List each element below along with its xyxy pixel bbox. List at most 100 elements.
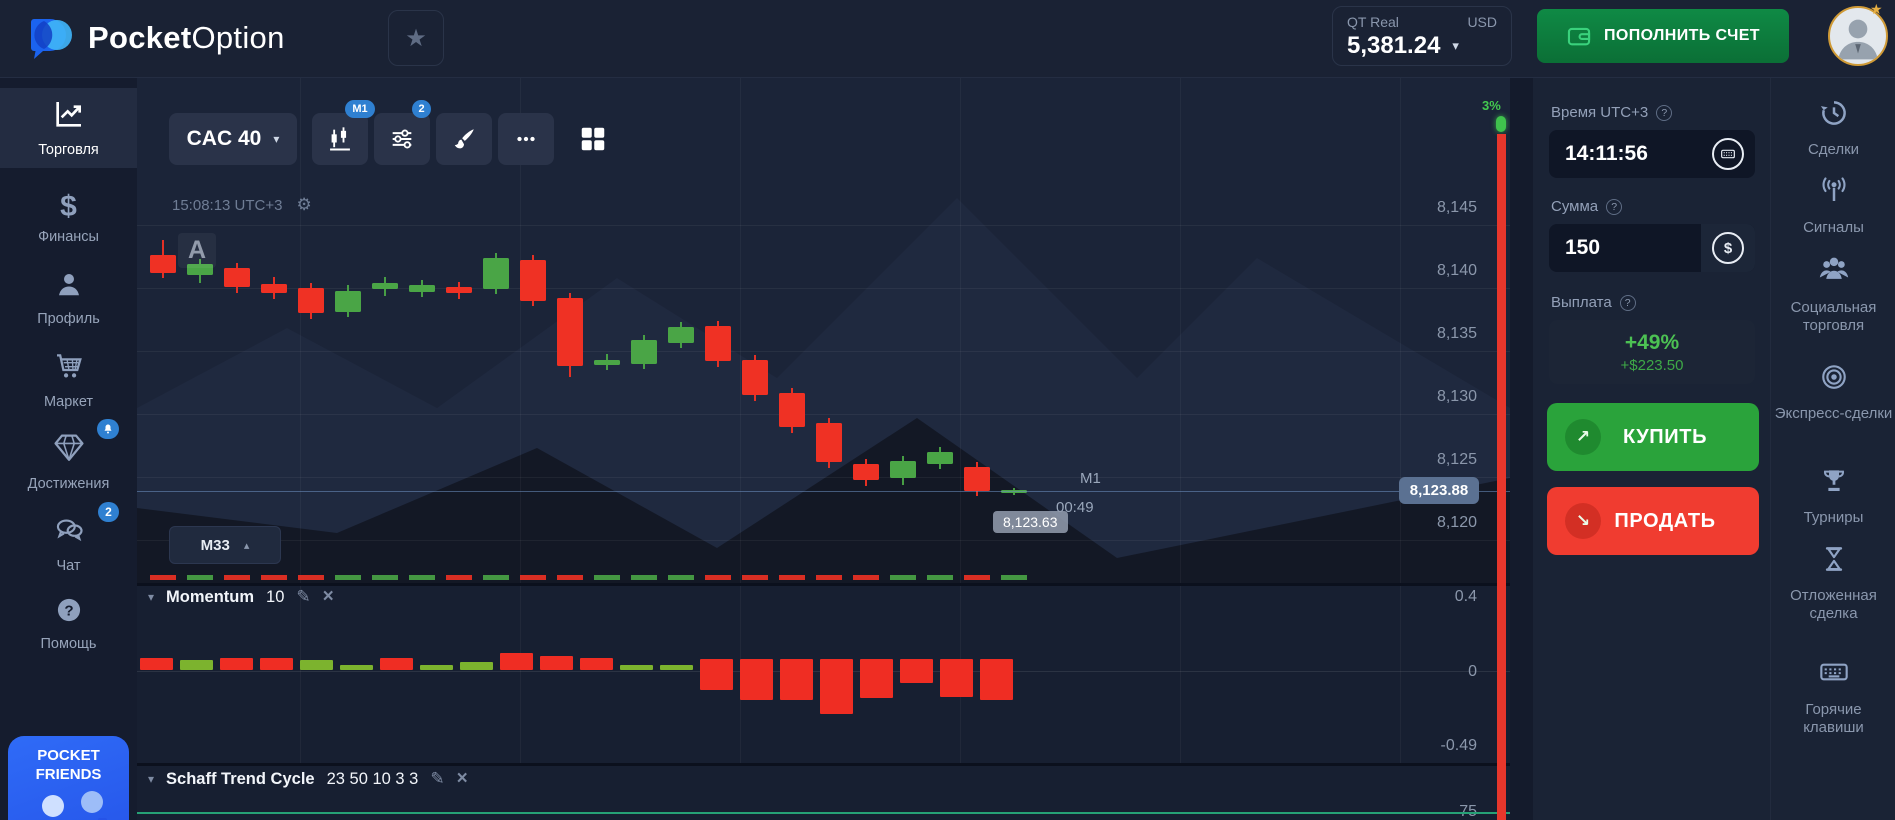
indicators-button[interactable] <box>374 113 430 165</box>
sidebar-item-help[interactable]: ? Помощь <box>0 584 137 664</box>
pane-divider[interactable] <box>137 763 1510 766</box>
pocket-friends-banner[interactable]: POCKET FRIENDS <box>8 736 129 820</box>
payout-help-icon[interactable]: ? <box>1619 294 1636 311</box>
sidebar-item-chat[interactable]: Чат 2 <box>0 502 137 584</box>
expiration-time-input[interactable]: 14:11:56 <box>1549 130 1755 178</box>
pending-icon <box>1819 544 1849 579</box>
candle-body <box>187 264 213 276</box>
momentum-bar <box>700 659 733 690</box>
keyboard-icon <box>1712 138 1744 170</box>
sidebar-item-market[interactable]: Маркет <box>0 340 137 420</box>
right-sidebar-item-signals[interactable]: Сигналы <box>1771 176 1895 237</box>
amount-input[interactable]: 150 $ <box>1549 224 1755 272</box>
sell-button[interactable]: ↘ ПРОДАТЬ <box>1547 487 1759 555</box>
price-tick: 8,140 <box>1436 262 1477 279</box>
brush-icon <box>454 129 474 149</box>
price-tick: 8,130 <box>1436 388 1477 405</box>
sell-arrow-icon: ↘ <box>1565 503 1601 539</box>
chart-clock-row: 15:08:13 UTC+3 ⚙ <box>172 195 312 215</box>
sentiment-gauge-buyers[interactable] <box>1496 116 1506 132</box>
chart-settings-gear-icon[interactable]: ⚙ <box>296 195 312 214</box>
wallet-icon <box>1567 27 1591 46</box>
remove-indicator-icon[interactable]: × <box>322 586 334 607</box>
candle-body <box>890 460 916 479</box>
time-input-mode[interactable] <box>1701 130 1755 178</box>
pane-edge-tick <box>483 575 509 580</box>
time-help-icon[interactable]: ? <box>1656 104 1673 121</box>
momentum-bar <box>660 664 693 670</box>
brand-logo-icon[interactable] <box>26 13 78 65</box>
indicators-count-badge: 2 <box>412 100 431 118</box>
deposit-button-label: ПОПОЛНИТЬ СЧЕТ <box>1604 27 1760 44</box>
top-bar: PocketOption ★ QT Real USD 5,381.24 ▾ ПО… <box>0 0 1895 78</box>
edit-indicator-icon[interactable]: ✎ <box>296 587 311 606</box>
pane-divider[interactable] <box>137 583 1510 586</box>
collapse-caret-icon[interactable]: ▾ <box>148 590 155 604</box>
pane-button-label: M33 <box>200 536 230 554</box>
panel-gap <box>1510 78 1533 820</box>
banner-line2: FRIENDS <box>35 766 102 783</box>
pane-edge-tick <box>668 575 694 580</box>
remove-indicator-icon[interactable]: × <box>456 768 468 789</box>
current-price-line <box>137 491 1510 492</box>
account-caret-icon[interactable]: ▾ <box>1452 38 1459 53</box>
candle-body <box>298 288 324 314</box>
amount-currency-toggle[interactable]: $ <box>1701 224 1755 272</box>
momentum-bar <box>940 659 973 697</box>
candle-body <box>742 359 768 396</box>
right-sidebar-item-pending[interactable]: Отложенная сделка <box>1771 544 1895 623</box>
right-sidebar-item-history[interactable]: Сделки <box>1771 98 1895 159</box>
sidebar-item-profile[interactable]: Профиль <box>0 258 137 338</box>
h-gridline <box>137 288 1510 289</box>
pane-timeframe-button[interactable]: M33 ▴ <box>169 526 281 564</box>
sidebar-item-trade[interactable]: Торговля <box>0 88 137 168</box>
account-type-label: QT Real <box>1347 14 1399 30</box>
asset-selector[interactable]: CAC 40 ▾ <box>169 113 297 165</box>
right-sidebar-item-social[interactable]: Социальная торговля <box>1771 252 1895 335</box>
asset-name: CAC 40 <box>186 127 262 150</box>
right-sidebar-item-label: Сигналы <box>1803 219 1864 236</box>
h-gridline <box>137 540 1510 541</box>
candle-body <box>779 392 805 427</box>
momentum-title: Momentum <box>166 587 255 606</box>
sentiment-percent: 3% <box>1482 98 1501 113</box>
candle-body <box>927 451 953 465</box>
pane-edge-tick <box>150 575 176 580</box>
buy-arrow-icon: ↗ <box>1565 419 1601 455</box>
tournaments-icon <box>1819 466 1849 501</box>
edit-indicator-icon[interactable]: ✎ <box>430 769 445 788</box>
sidebar-item-label: Торговля <box>38 142 99 158</box>
drawing-tools-button[interactable] <box>436 113 492 165</box>
right-sidebar-item-express[interactable]: Экспресс-сделки <box>1771 362 1895 423</box>
pane-edge-tick <box>557 575 583 580</box>
momentum-bar <box>220 658 253 670</box>
sidebar-item-label: Маркет <box>43 394 94 410</box>
pane-edge-tick <box>853 575 879 580</box>
candle-body <box>483 257 509 290</box>
banner-line1: POCKET <box>37 747 100 764</box>
layout-grid-button[interactable] <box>565 113 621 165</box>
deposit-button[interactable]: ПОПОЛНИТЬ СЧЕТ <box>1537 9 1789 63</box>
profile-icon <box>54 269 84 304</box>
sidebar-item-achievements[interactable]: Достижения <box>0 419 137 501</box>
amount-help-icon[interactable]: ? <box>1606 198 1623 215</box>
chat-icon <box>53 514 85 551</box>
right-sidebar-item-hotkeys[interactable]: Горячие клавиши <box>1771 656 1895 737</box>
account-balance-box[interactable]: QT Real USD 5,381.24 ▾ <box>1332 6 1512 66</box>
sidebar-item-label: Достижения <box>27 476 110 492</box>
sidebar-item-finance[interactable]: $ Финансы <box>0 178 137 258</box>
momentum-tick: -0.49 <box>1440 737 1477 754</box>
sentiment-gauge-sellers[interactable] <box>1497 134 1506 820</box>
buy-button[interactable]: ↗ КУПИТЬ <box>1547 403 1759 471</box>
chart-type-button[interactable] <box>312 113 368 165</box>
brand-name[interactable]: PocketOption <box>88 20 285 56</box>
collapse-caret-icon[interactable]: ▾ <box>148 772 155 786</box>
pane-edge-tick <box>335 575 361 580</box>
svg-text:?: ? <box>64 602 73 619</box>
chart-area[interactable]: CAC 40 ▾ M1 2 <box>137 78 1510 820</box>
avatar[interactable] <box>1828 6 1888 66</box>
more-tools-button[interactable] <box>498 113 554 165</box>
right-sidebar-item-tournaments[interactable]: Турниры <box>1771 466 1895 527</box>
favorites-button[interactable]: ★ <box>388 10 444 66</box>
